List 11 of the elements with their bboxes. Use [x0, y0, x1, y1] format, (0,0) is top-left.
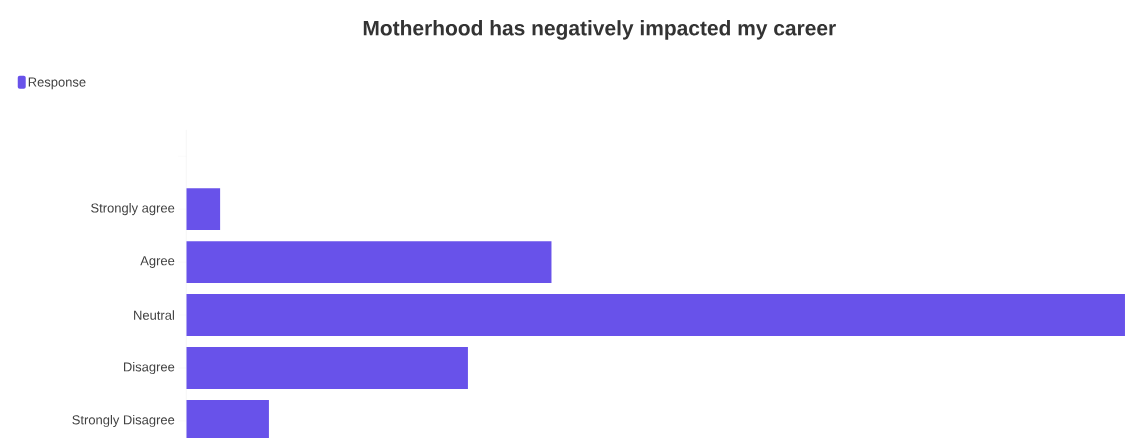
bar — [186, 188, 221, 231]
chart-title: Motherhood has negatively impacted my career — [363, 20, 836, 40]
bar — [186, 294, 1125, 337]
y-tick-label: Neutral — [134, 310, 174, 320]
bar — [186, 241, 552, 284]
y-tick-label: Strongly Disagree — [72, 414, 175, 428]
y-tick-label: Agree — [140, 256, 175, 268]
y-tick-label: Disagree — [124, 362, 175, 375]
legend-label: Response — [28, 77, 86, 90]
y-tick-label: Strongly agree — [91, 203, 175, 216]
bar — [186, 347, 468, 389]
